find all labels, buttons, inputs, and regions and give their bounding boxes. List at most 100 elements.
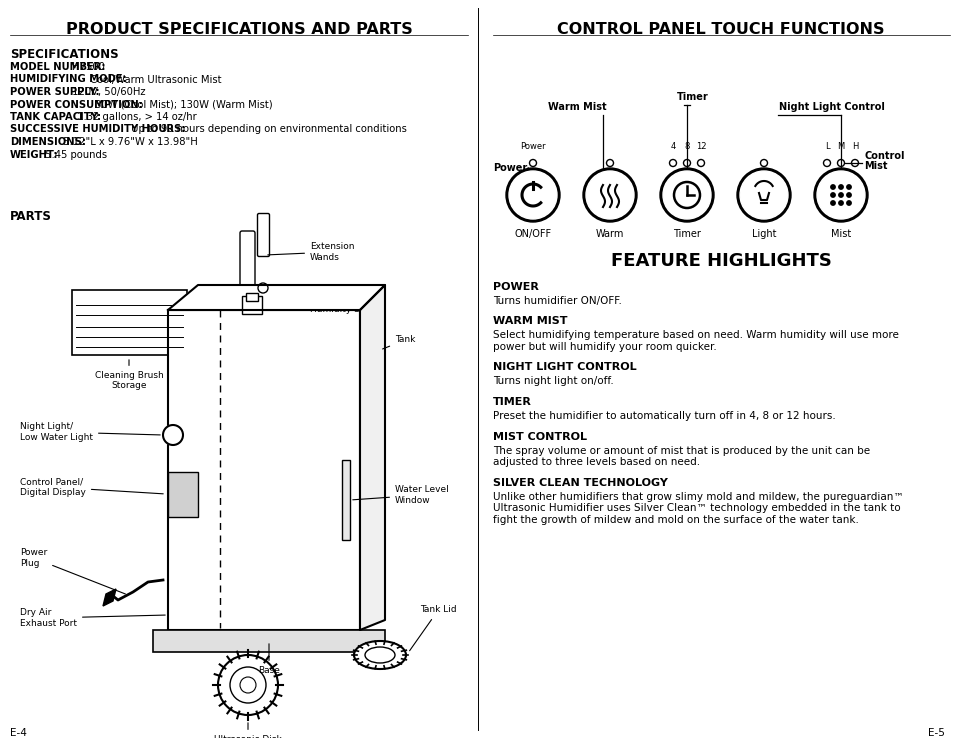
- Text: 1.32 gallons, > 14 oz/hr: 1.32 gallons, > 14 oz/hr: [73, 112, 196, 122]
- Text: Tank: Tank: [382, 336, 415, 349]
- Text: POWER: POWER: [493, 282, 538, 292]
- Text: Timer: Timer: [673, 229, 700, 239]
- Text: Unlike other humidifiers that grow slimy mold and mildew, the pureguardian™
Ultr: Unlike other humidifiers that grow slimy…: [493, 492, 902, 525]
- Text: M: M: [837, 142, 843, 151]
- Text: 8: 8: [683, 142, 689, 151]
- Circle shape: [830, 184, 834, 189]
- Text: WEIGHT:: WEIGHT:: [10, 150, 58, 159]
- Text: Select humidifying temperature based on need. Warm humidity will use more
power : Select humidifying temperature based on …: [493, 331, 898, 352]
- Text: ON/OFF: ON/OFF: [514, 229, 551, 239]
- Circle shape: [163, 425, 183, 445]
- Circle shape: [509, 171, 557, 219]
- Text: L: L: [823, 142, 828, 151]
- Text: 4: 4: [670, 142, 675, 151]
- Circle shape: [838, 184, 842, 189]
- Text: E-4: E-4: [10, 728, 27, 738]
- Text: PRODUCT SPECIFICATIONS AND PARTS: PRODUCT SPECIFICATIONS AND PARTS: [66, 22, 412, 37]
- Text: Humidity Spout: Humidity Spout: [265, 306, 380, 314]
- Text: Warm: Warm: [596, 229, 623, 239]
- Text: TANK CAPACITY:: TANK CAPACITY:: [10, 112, 101, 122]
- Text: TIMER: TIMER: [493, 397, 532, 407]
- Text: 5.12"L x 9.76"W x 13.98"H: 5.12"L x 9.76"W x 13.98"H: [60, 137, 197, 147]
- FancyBboxPatch shape: [168, 310, 359, 630]
- Text: Power: Power: [519, 142, 545, 151]
- Circle shape: [505, 168, 559, 222]
- Text: Light: Light: [751, 229, 776, 239]
- Text: MODEL NUMBER:: MODEL NUMBER:: [10, 62, 106, 72]
- Bar: [152, 630, 385, 652]
- Circle shape: [662, 171, 710, 219]
- Circle shape: [846, 184, 850, 189]
- Polygon shape: [359, 285, 385, 630]
- Circle shape: [257, 283, 268, 293]
- Text: Night Light/
Low Water Light: Night Light/ Low Water Light: [20, 422, 160, 442]
- Text: H: H: [851, 142, 858, 151]
- Text: Power: Power: [493, 163, 527, 173]
- Text: Night Light Control: Night Light Control: [779, 102, 884, 112]
- Bar: [341, 460, 350, 540]
- Text: POWER SUPPLY:: POWER SUPPLY:: [10, 87, 99, 97]
- Text: CONTROL PANEL TOUCH FUNCTIONS: CONTROL PANEL TOUCH FUNCTIONS: [557, 22, 883, 37]
- Polygon shape: [168, 285, 385, 310]
- Circle shape: [737, 168, 790, 222]
- Text: Tank Lid: Tank Lid: [409, 605, 456, 651]
- Text: NIGHT LIGHT CONTROL: NIGHT LIGHT CONTROL: [493, 362, 636, 373]
- Text: Turns night light on/off.: Turns night light on/off.: [493, 376, 613, 387]
- Circle shape: [846, 201, 850, 205]
- Text: SUCCESSIVE HUMIDITY HOURS:: SUCCESSIVE HUMIDITY HOURS:: [10, 125, 185, 134]
- Text: Mist: Mist: [830, 229, 850, 239]
- Circle shape: [813, 168, 867, 222]
- Circle shape: [659, 168, 713, 222]
- Text: Ultrasonic Disk: Ultrasonic Disk: [213, 723, 281, 738]
- Text: E-5: E-5: [927, 728, 944, 738]
- Text: Cleaning Brush
Storage: Cleaning Brush Storage: [94, 360, 163, 390]
- Text: POWER CONSUMPTION:: POWER CONSUMPTION:: [10, 100, 143, 109]
- Text: Base: Base: [258, 644, 279, 675]
- Text: 12: 12: [695, 142, 705, 151]
- Text: HUMIDIFYING MODE:: HUMIDIFYING MODE:: [10, 75, 127, 84]
- Text: 30W (Cool Mist); 130W (Warm Mist): 30W (Cool Mist); 130W (Warm Mist): [91, 100, 273, 109]
- Text: Turns humidifier ON/OFF.: Turns humidifier ON/OFF.: [493, 296, 621, 306]
- Circle shape: [830, 201, 834, 205]
- FancyBboxPatch shape: [240, 231, 254, 287]
- Text: Control: Control: [863, 151, 904, 161]
- Text: 5.45 pounds: 5.45 pounds: [42, 150, 107, 159]
- Ellipse shape: [354, 641, 406, 669]
- Text: Power
Plug: Power Plug: [20, 548, 125, 594]
- Bar: [168, 472, 198, 517]
- Text: Warm Mist: Warm Mist: [547, 102, 606, 112]
- Circle shape: [740, 171, 787, 219]
- Text: MIST CONTROL: MIST CONTROL: [493, 432, 586, 441]
- Text: The spray volume or amount of mist that is produced by the unit can be
adjusted : The spray volume or amount of mist that …: [493, 446, 869, 467]
- Text: Timer: Timer: [677, 92, 708, 102]
- Text: PARTS: PARTS: [10, 210, 51, 223]
- Text: FEATURE HIGHLIGHTS: FEATURE HIGHLIGHTS: [610, 252, 831, 270]
- Text: WARM MIST: WARM MIST: [493, 317, 567, 326]
- Circle shape: [838, 201, 842, 205]
- Text: Control Panel/
Digital Display: Control Panel/ Digital Display: [20, 477, 163, 497]
- Text: Mist: Mist: [863, 161, 887, 171]
- Bar: [71, 290, 187, 355]
- Text: Extension
Wands: Extension Wands: [268, 242, 355, 262]
- Text: SPECIFICATIONS: SPECIFICATIONS: [10, 48, 118, 61]
- Text: 120V, 50/60Hz: 120V, 50/60Hz: [69, 87, 146, 97]
- Text: H7500: H7500: [69, 62, 105, 72]
- Bar: [246, 293, 257, 301]
- Circle shape: [816, 171, 864, 219]
- Text: SILVER CLEAN TECHNOLOGY: SILVER CLEAN TECHNOLOGY: [493, 477, 667, 488]
- Circle shape: [830, 193, 834, 197]
- Text: Up to 90 hours depending on environmental conditions: Up to 90 hours depending on environmenta…: [128, 125, 407, 134]
- Bar: [242, 296, 262, 314]
- Text: DIMENSIONS:: DIMENSIONS:: [10, 137, 86, 147]
- Circle shape: [585, 171, 634, 219]
- Text: Cool/Warm Ultrasonic Mist: Cool/Warm Ultrasonic Mist: [88, 75, 222, 84]
- Text: Preset the humidifier to automatically turn off in 4, 8 or 12 hours.: Preset the humidifier to automatically t…: [493, 411, 835, 421]
- FancyBboxPatch shape: [257, 213, 269, 257]
- Circle shape: [838, 193, 842, 197]
- Circle shape: [846, 193, 850, 197]
- Text: Dry Air
Exhaust Port: Dry Air Exhaust Port: [20, 608, 165, 628]
- Polygon shape: [103, 589, 116, 606]
- Text: Water Level
Window: Water Level Window: [353, 486, 448, 505]
- Circle shape: [582, 168, 637, 222]
- Ellipse shape: [365, 647, 395, 663]
